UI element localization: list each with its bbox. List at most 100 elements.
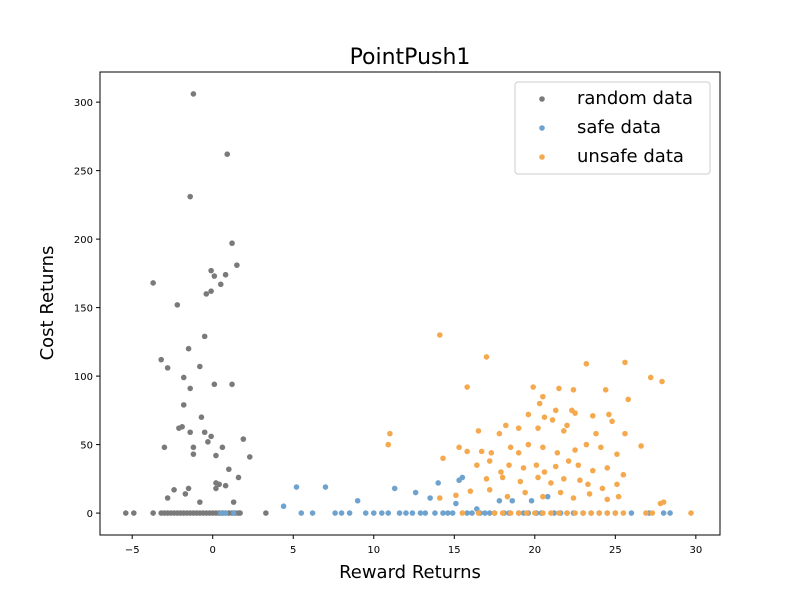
data-point [459,474,466,481]
data-point [435,480,441,486]
data-point [403,510,409,516]
y-tick-label: 200 [74,235,93,246]
data-point [293,484,300,490]
data-point [385,510,392,516]
data-point [222,510,229,516]
data-point [190,451,197,457]
chart-title: PointPush1 [350,45,471,70]
data-point [554,450,561,456]
data-point [230,499,237,505]
data-point [226,466,232,473]
data-point [346,510,353,516]
data-point [213,485,219,492]
data-point [205,439,211,445]
data-point [596,510,603,516]
data-point [213,480,219,486]
data-point [445,510,451,516]
legend-marker-safe [539,125,545,131]
data-point [606,411,612,418]
data-point [467,488,474,494]
data-point [541,414,548,421]
x-axis-label: Reward Returns [339,562,481,583]
data-point [190,444,197,451]
data-point [552,463,559,470]
data-point [486,510,493,516]
data-point [440,510,446,516]
data-point [602,387,609,393]
data-point [131,510,137,516]
data-point [515,510,522,516]
data-point [385,441,392,448]
data-point [396,510,403,516]
data-point [332,510,338,516]
data-point [459,510,466,516]
data-point [187,429,193,436]
data-point [496,430,503,437]
data-point [208,433,214,440]
data-point [625,396,632,403]
data-point [478,448,485,455]
data-point [230,510,237,516]
data-point [612,510,619,516]
data-point [522,489,528,496]
data-point [583,441,590,448]
data-point [660,499,667,505]
legend-label-unsafe: unsafe data [577,146,684,167]
data-point [499,510,506,516]
data-point [496,497,503,504]
data-point [647,374,654,381]
data-point [515,425,522,431]
data-point [615,493,622,500]
data-point [548,480,554,486]
data-point [556,510,562,516]
data-point [280,503,287,510]
data-point [599,485,606,492]
data-point [604,496,611,503]
data-point [370,510,377,516]
data-point [208,267,214,274]
data-point [483,354,490,360]
data-point [575,462,582,468]
data-point [246,454,253,460]
data-point [486,458,493,464]
data-point [158,356,164,363]
data-point [187,193,193,200]
data-point [528,497,535,504]
data-point [544,493,551,500]
legend-label-random: random data [577,88,693,109]
data-point [507,510,514,516]
data-point [589,413,596,419]
data-point [354,497,361,504]
data-point [440,455,446,462]
data-point [187,385,193,392]
data-point [427,495,433,501]
data-point [338,510,345,516]
data-point [483,476,490,482]
data-point [201,429,208,436]
data-point [263,510,269,516]
data-point [456,444,462,451]
data-point [506,462,512,468]
data-point [309,510,316,516]
data-point [628,510,635,516]
data-point [422,510,429,516]
data-point [298,510,305,516]
data-point [549,417,556,423]
data-point [182,491,189,497]
data-point [322,484,329,490]
data-point [180,374,187,381]
data-point [475,510,482,516]
data-point [588,510,594,516]
data-point [660,510,667,516]
data-point [667,510,673,516]
data-point [222,482,229,489]
data-point [535,425,541,431]
x-axis: −5 0 5 10 15 20 25 30 [125,535,702,556]
data-point [432,510,438,516]
data-point [488,450,495,456]
data-point [198,414,205,421]
data-point [237,510,243,516]
data-point [185,485,192,492]
data-point [474,462,480,468]
